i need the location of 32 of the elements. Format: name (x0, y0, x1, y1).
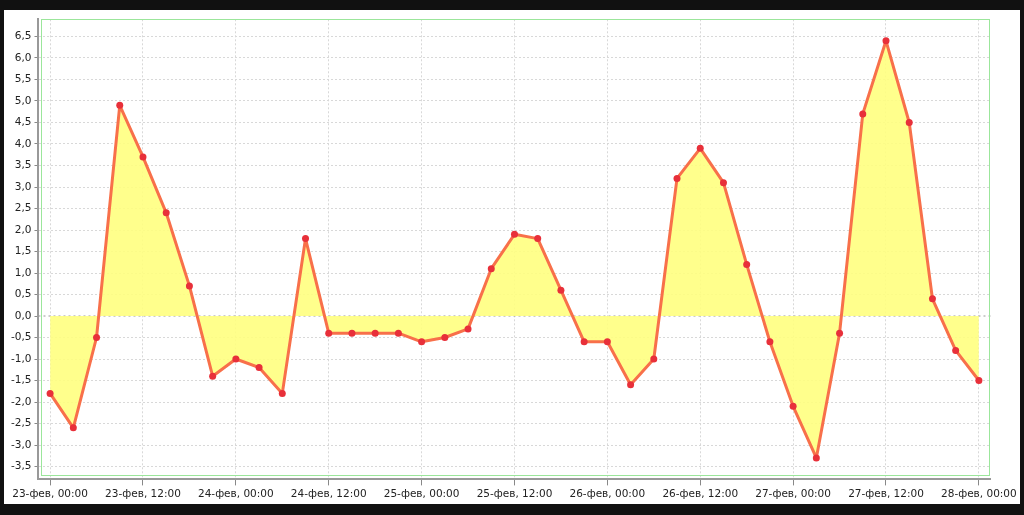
y-tick-label: 5,0 (14, 93, 32, 106)
y-tick-label: 3,0 (14, 179, 32, 192)
x-tick-label: 25-фев, 00:00 (383, 487, 460, 500)
x-tick-label: 27-фев, 00:00 (755, 487, 831, 500)
x-tick-label: 23-фев, 12:00 (105, 487, 181, 500)
y-tick-label: 6,0 (14, 50, 32, 63)
y-tick-label: 1,5 (14, 244, 32, 257)
y-tick-label: -2,5 (10, 416, 32, 429)
y-tick-label: 5,5 (14, 72, 32, 85)
y-tick-label: 6,5 (14, 29, 32, 42)
x-tick-label: 24-фев, 00:00 (197, 487, 274, 500)
x-tick-label: 24-фев, 12:00 (290, 487, 367, 500)
x-tick-label: 26-фев, 12:00 (662, 487, 739, 500)
y-tick-label: -3,0 (10, 437, 32, 450)
y-tick-label: 1,0 (14, 265, 32, 278)
x-tick-label: 23-фев, 00:00 (12, 487, 88, 500)
y-tick-label: 4,0 (14, 136, 32, 149)
y-tick-label: -2,0 (10, 394, 32, 407)
y-tick-label: 2,0 (14, 222, 32, 235)
y-tick-label: 0,0 (14, 308, 32, 321)
y-tick-label: -1,5 (10, 373, 32, 386)
y-tick-label: 3,5 (14, 158, 32, 171)
x-tick-label: 28-фев, 00:00 (941, 487, 1017, 500)
x-tick-label: 25-фев, 12:00 (476, 487, 553, 500)
x-tick-label: 26-фев, 00:00 (569, 487, 646, 500)
y-tick-label: -1,0 (10, 351, 32, 364)
y-tick-label: 0,5 (14, 287, 32, 300)
y-tick-label: 2,5 (14, 201, 32, 214)
y-tick-label: -3,5 (10, 459, 32, 472)
y-tick-label: 4,5 (14, 115, 32, 128)
y-tick-label: -0,5 (10, 330, 32, 343)
x-tick-label: 27-фев, 12:00 (848, 487, 924, 500)
